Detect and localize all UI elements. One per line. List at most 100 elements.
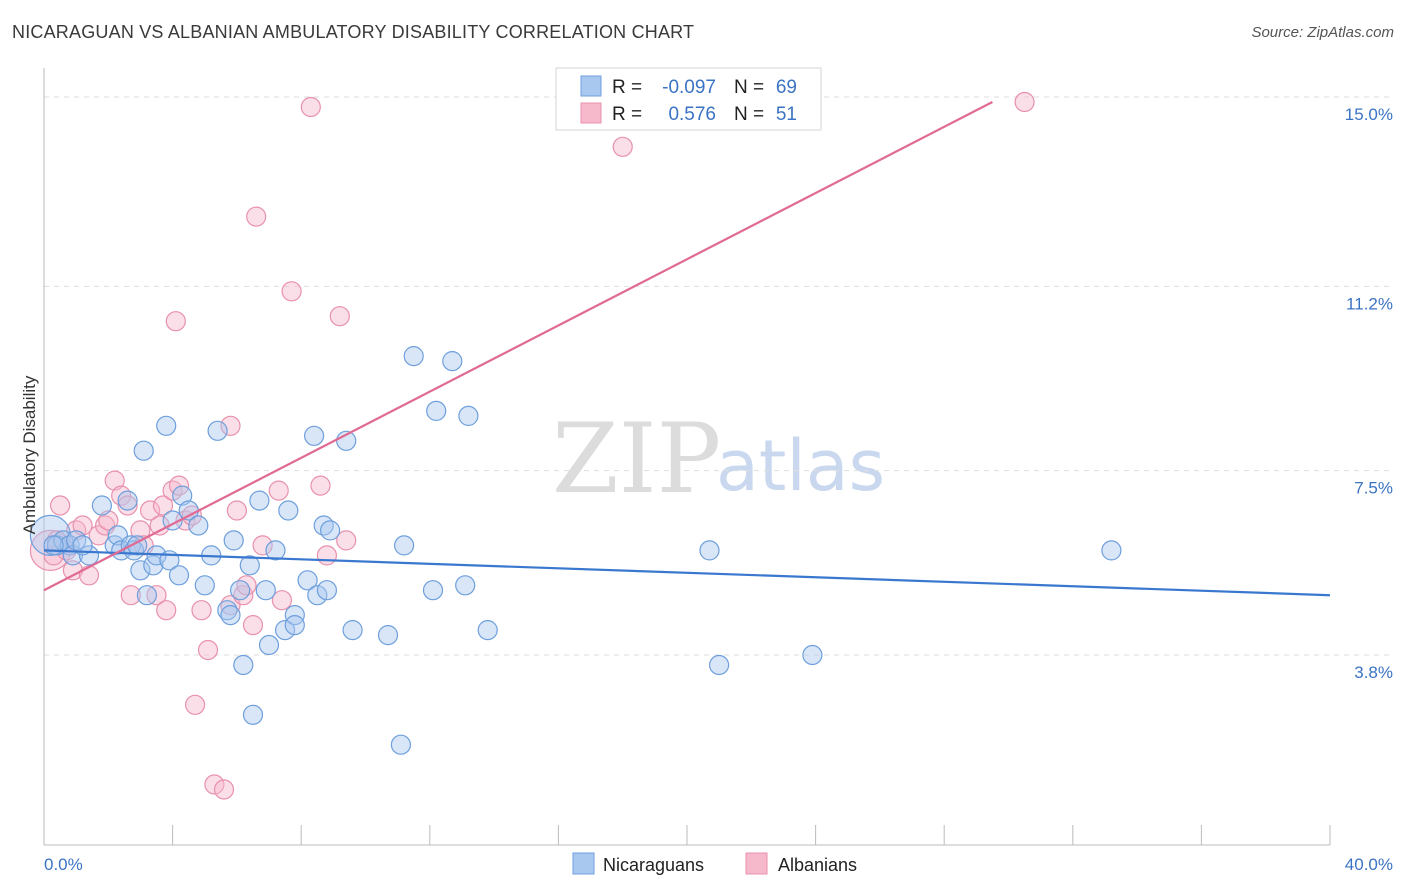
nicaraguans-point — [255, 580, 276, 601]
nicaraguans-point — [207, 420, 228, 441]
nicaraguans-point — [239, 555, 260, 576]
nicaraguans-point — [458, 405, 479, 426]
nicaraguans-point — [394, 535, 415, 556]
legend-n-value-1: 69 — [776, 77, 797, 98]
bottom-legend: Nicaraguans Albanians — [572, 852, 857, 875]
nicaraguans-point — [316, 580, 337, 601]
nicaraguans-point — [156, 415, 177, 436]
legend-n-label-1: N = — [734, 77, 764, 98]
nicaraguans-point — [194, 575, 215, 596]
y-axis-label: Ambulatory Disability — [20, 375, 39, 534]
albanians-point — [612, 136, 633, 157]
nicaraguans-point — [477, 619, 498, 641]
albanians-point — [49, 495, 71, 516]
nicaraguans-point — [304, 425, 325, 446]
x-tick-min: 0.0% — [44, 855, 83, 874]
nicaraguans-point — [297, 570, 318, 591]
nicaraguans-point — [278, 500, 299, 521]
albanians-point — [204, 774, 225, 795]
legend-r-value-2: 0.576 — [668, 104, 716, 125]
nicaraguans-point — [230, 580, 251, 601]
nicaraguans-point — [802, 644, 823, 666]
albanians-point — [104, 470, 125, 491]
nicaraguans-point — [390, 734, 411, 755]
legend-n-label-2: N = — [734, 104, 764, 125]
legend-r-value-1: -0.097 — [662, 77, 716, 98]
albanians-point — [268, 480, 289, 501]
nicaraguans-point — [403, 346, 424, 367]
albanians-point — [117, 495, 138, 516]
albanians-point — [120, 585, 141, 606]
nicaraguans-point — [242, 704, 264, 725]
trend-lines — [43, 101, 1331, 597]
nicaraguans-point — [72, 535, 93, 556]
nicaraguans-point — [133, 440, 154, 461]
y-tick-label: 3.8% — [1354, 663, 1393, 682]
nicaraguans-point — [130, 560, 151, 581]
albanians-point — [226, 500, 247, 521]
nicaraguans-trend-line — [43, 549, 1331, 597]
nicaraguans-point — [307, 585, 328, 606]
albanians-point — [252, 535, 273, 556]
nicaraguans-point — [91, 495, 113, 516]
nicaraguans-point — [78, 545, 100, 566]
y-tick-labels: 3.8% 7.5% 11.2% 15.0% — [1345, 105, 1393, 682]
y-tick-label: 7.5% — [1354, 479, 1393, 498]
albanians-point — [329, 306, 350, 327]
nicaraguans-point — [455, 575, 476, 596]
albanians-point — [310, 475, 331, 496]
nicaraguans-point — [422, 580, 444, 601]
legend-swatch-albanians — [580, 102, 602, 124]
nicaraguans-point — [265, 540, 286, 561]
albanians-point — [213, 779, 235, 800]
nicaraguans-point — [377, 624, 399, 646]
nicaraguans-point — [426, 400, 447, 421]
albanians-point — [78, 565, 100, 586]
bottom-legend-nicaraguans: Nicaraguans — [603, 855, 704, 875]
y-tick-label: 11.2% — [1346, 294, 1393, 313]
albanians-point — [242, 614, 264, 636]
watermark-zip: ZIP — [552, 403, 721, 515]
albanians-point — [271, 590, 292, 611]
albanians-point — [98, 510, 119, 531]
nicaraguans-point — [168, 565, 190, 586]
albanians-point — [336, 530, 357, 551]
nicaraguans-point — [136, 585, 157, 606]
albanians-point — [316, 545, 337, 566]
albanians-point — [140, 500, 161, 521]
nicaraguans-point — [708, 654, 730, 676]
source-label: Source: ZipAtlas.com — [1251, 24, 1394, 41]
nicaraguans-point — [220, 604, 241, 626]
axes — [43, 68, 1331, 846]
nicaraguans-point — [320, 520, 341, 541]
nicaraguans-point — [233, 654, 254, 676]
bottom-legend-swatch-nicaraguans — [572, 852, 595, 875]
albanians-point — [185, 694, 206, 715]
nicaraguans-point — [284, 614, 305, 636]
albanians-point — [281, 281, 302, 302]
albanians-point — [156, 600, 177, 621]
albanians-point — [246, 206, 267, 227]
legend-r-label-1: R = — [612, 77, 642, 98]
legend-r-label-2: R = — [612, 104, 642, 125]
legend-n-value-2: 51 — [776, 104, 797, 125]
legend-swatch-nicaraguans — [580, 75, 602, 97]
bottom-legend-swatch-albanians — [745, 852, 768, 875]
albanians-point — [152, 495, 174, 516]
albanians-point — [72, 515, 93, 536]
nicaraguans-point — [342, 619, 363, 641]
albanians-point — [300, 96, 321, 118]
legend-box: R = -0.097 N = 69 R = 0.576 N = 51 — [555, 67, 822, 131]
nicaraguans-point — [172, 485, 193, 506]
albanians-point — [1014, 91, 1035, 113]
nicaraguans-point — [442, 351, 463, 372]
nicaraguans-point — [223, 530, 244, 551]
nicaraguans-point — [258, 634, 280, 656]
nicaraguans-point — [275, 619, 296, 641]
albanians-point — [197, 639, 219, 661]
watermark: ZIP atlas — [552, 403, 885, 515]
albanians-point — [191, 600, 212, 621]
albanians-point — [220, 415, 241, 436]
nicaraguans-point — [1101, 540, 1122, 561]
bottom-legend-albanians: Albanians — [778, 855, 857, 875]
